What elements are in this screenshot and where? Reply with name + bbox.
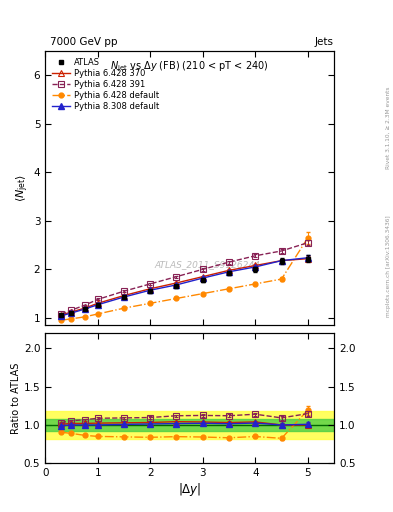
Text: Rivet 3.1.10, ≥ 2.3M events: Rivet 3.1.10, ≥ 2.3M events (386, 87, 391, 169)
Bar (45, 411, 334, 439)
Text: ATLAS_2011_S9126244: ATLAS_2011_S9126244 (154, 261, 260, 269)
Text: mcplots.cern.ch [arXiv:1306.3436]: mcplots.cern.ch [arXiv:1306.3436] (386, 216, 391, 317)
Bar (45, 419, 334, 431)
Legend: ATLAS, Pythia 6.428 370, Pythia 6.428 391, Pythia 6.428 default, Pythia 8.308 de: ATLAS, Pythia 6.428 370, Pythia 6.428 39… (50, 55, 161, 114)
X-axis label: $|\Delta y|$: $|\Delta y|$ (178, 481, 201, 498)
Y-axis label: Ratio to ATLAS: Ratio to ATLAS (11, 362, 21, 434)
Text: 7000 GeV pp: 7000 GeV pp (50, 37, 118, 47)
Text: Jets: Jets (314, 37, 333, 47)
Y-axis label: $\langle N_{\mathrm{jet}}\rangle$: $\langle N_{\mathrm{jet}}\rangle$ (15, 174, 31, 202)
Text: $N_{\rm jet}$ vs $\Delta y$ (FB) (210 < pT < 240): $N_{\rm jet}$ vs $\Delta y$ (FB) (210 < … (110, 59, 269, 74)
